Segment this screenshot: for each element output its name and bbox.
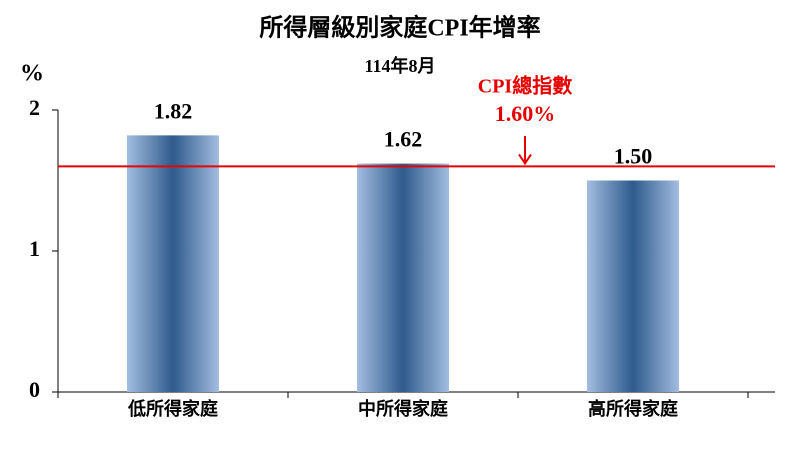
y-tick-label: 0 xyxy=(29,377,40,402)
reference-label: 1.60% xyxy=(495,101,556,126)
bar xyxy=(357,163,449,392)
value-label: 1.62 xyxy=(384,127,423,152)
bar xyxy=(127,135,219,392)
chart-subtitle: 114年8月 xyxy=(364,55,435,76)
value-label: 1.50 xyxy=(614,144,653,169)
x-tick-label: 中所得家庭 xyxy=(358,398,448,419)
reference-arrowhead xyxy=(518,153,532,166)
y-tick-label: 1 xyxy=(29,236,40,261)
bar xyxy=(587,180,679,392)
chart-title: 所得層級別家庭CPI年增率 xyxy=(259,14,540,42)
x-tick-label: 低所得家庭 xyxy=(127,398,218,419)
reference-name: CPI總指數 xyxy=(478,74,572,98)
value-label: 1.82 xyxy=(154,98,193,123)
y-axis-label: % xyxy=(20,61,44,87)
y-tick-label: 2 xyxy=(29,95,40,120)
x-tick-label: 高所得家庭 xyxy=(588,398,678,419)
